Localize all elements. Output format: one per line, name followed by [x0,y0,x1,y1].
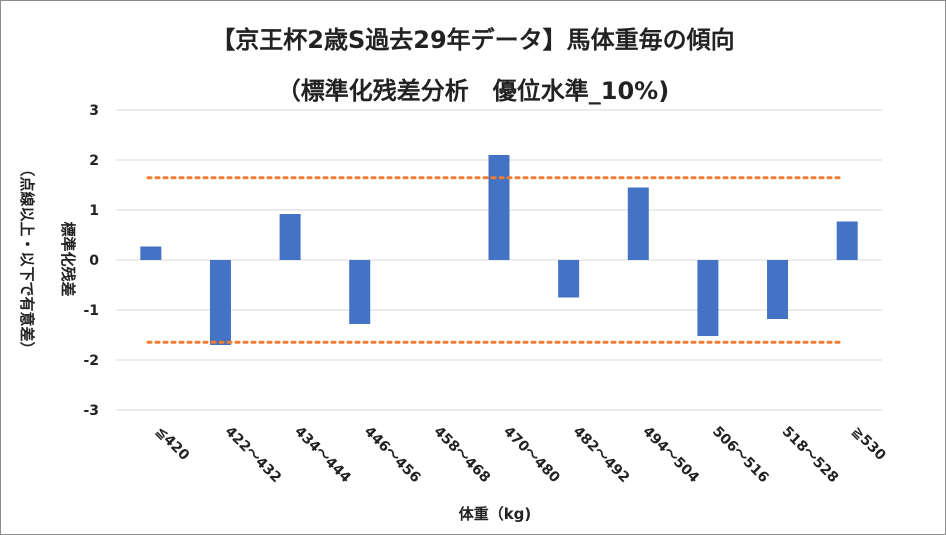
x-axis-label: 体重（kg) [459,505,532,523]
chart-subtitle: （標準化残差分析 優位水準_10%) [276,77,670,105]
bar [767,260,789,319]
bar [627,187,649,260]
x-tick-label: 434～444 [291,424,354,487]
x-tick-label: 446～456 [361,424,424,487]
x-tick-label: 470～480 [500,424,563,487]
y-tick-label: 1 [89,203,99,219]
y-tick-label: 3 [89,103,99,119]
y-tick-label: -1 [83,303,99,319]
x-tick-labels: ≦420 422～432 434～444 446～456 458～468 470～480 4… [152,424,889,487]
bar [697,260,719,336]
y-tick-label: 2 [89,153,99,169]
y-axis-label: 標準化残差 [59,221,77,296]
bar [836,221,858,260]
bar [279,214,301,260]
bar [209,260,231,345]
chart-title: 【京王杯2歳S過去29年データ】馬体重毎の傾向 [211,26,735,54]
x-tick-label: 482～492 [570,424,633,487]
x-tick-label: 518～528 [779,424,842,487]
x-tick-label: 506～516 [709,424,772,487]
x-tick-label: ≦420 [152,424,192,464]
y-tick-label: 0 [89,253,99,269]
y-tick-label: -3 [83,403,99,419]
threshold-lines [146,176,846,344]
y-axis-note: （点線以上・以下で有意差） [18,161,36,356]
bar [140,246,162,260]
bar [488,155,510,260]
x-tick-label: 494～504 [639,424,702,487]
y-tick-label: -2 [83,353,99,369]
x-tick-label: 422～432 [222,424,285,487]
bars [140,155,858,345]
bar [349,260,371,324]
x-tick-label: ≧530 [848,424,888,464]
bar [558,260,580,298]
x-tick-label: 458～468 [431,424,494,487]
y-tick-labels: 3 2 1 0 -1 -2 -3 [83,103,99,419]
